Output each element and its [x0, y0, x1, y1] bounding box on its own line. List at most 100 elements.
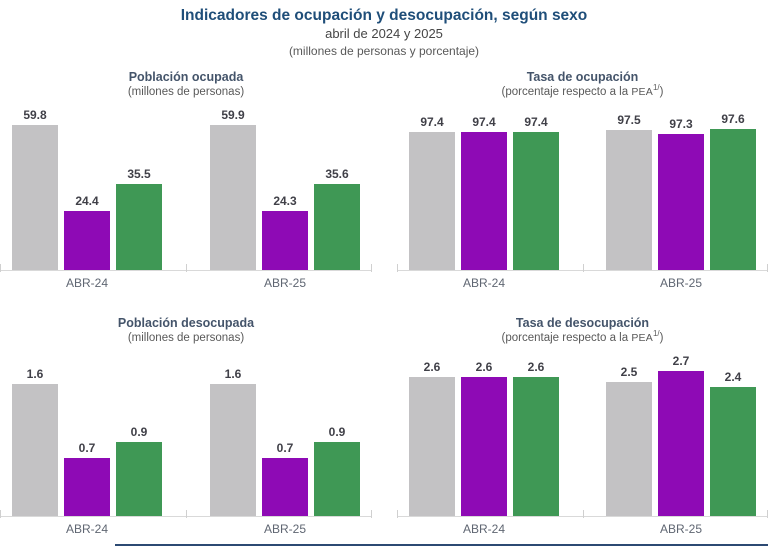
green-bar-abr-24 — [513, 376, 559, 516]
report-subtitle: abril de 2024 y 2025 — [325, 26, 443, 42]
purple-bar-abr-25 — [262, 210, 308, 270]
panel-head: Población desocupada (millones de person… — [0, 316, 372, 346]
panel-title: Población ocupada — [128, 69, 244, 84]
bar-value-label: 97.5 — [617, 112, 641, 127]
green-bar-abr-25 — [710, 386, 756, 516]
panel-subtitle: (millones de personas) — [0, 85, 372, 99]
bar-slot-gray-abr-24: 1.6 — [12, 367, 58, 516]
bar-value-label: 35.6 — [325, 166, 349, 181]
category-label-abr-24: ABR-24 — [65, 521, 109, 536]
panel-subtitle-text: (porcentaje respecto a la — [501, 332, 632, 345]
plot-area-poblacion-ocupada: 59.8 24.4 35.5 59.9 24.3 35.6 — [0, 104, 372, 272]
bar-slot-purple-abr-25: 97.3 — [658, 117, 704, 270]
green-bar-abr-24 — [116, 441, 162, 516]
panel-head: Población ocupada (millones de personas) — [0, 70, 372, 100]
purple-bar-abr-24 — [461, 131, 507, 270]
panel-subtitle: (porcentaje respecto a la PEA1/) — [397, 330, 768, 345]
bar-value-label: 2.7 — [672, 353, 690, 368]
bar-value-label: 24.4 — [75, 193, 99, 208]
bar-group-abr-24: 97.4 97.4 97.4 — [409, 115, 559, 270]
purple-bar-abr-25 — [658, 133, 704, 270]
footnote-marker: 1/ — [652, 83, 660, 93]
panel-title: Tasa de desocupación — [515, 315, 650, 330]
gray-bar-abr-25 — [210, 383, 256, 516]
category-axis-tasa-de-desocupacion: ABR-24 ABR-25 — [397, 517, 768, 544]
gray-bar-abr-25 — [606, 381, 652, 516]
panel-poblacion-desocupada: Población desocupada (millones de person… — [0, 316, 372, 544]
category-label-abr-24: ABR-24 — [462, 521, 506, 536]
plot-area-tasa-de-ocupacion: 97.4 97.4 97.4 97.5 97.3 97.6 — [397, 104, 768, 272]
purple-bar-abr-24 — [64, 210, 110, 270]
bar-slot-green-abr-24: 0.9 — [116, 425, 162, 516]
bar-slot-purple-abr-24: 2.6 — [461, 360, 507, 516]
bar-slot-gray-abr-25: 59.9 — [210, 108, 256, 270]
bar-value-label: 97.4 — [524, 114, 548, 129]
bar-slot-green-abr-25: 97.6 — [710, 112, 756, 270]
bar-slot-gray-abr-24: 97.4 — [409, 115, 455, 270]
bar-value-label: 0.9 — [328, 424, 346, 439]
category-label-abr-25: ABR-25 — [263, 521, 307, 536]
bar-slot-green-abr-24: 97.4 — [513, 115, 559, 270]
footer-divider-line — [115, 544, 768, 546]
axis-tick — [186, 509, 187, 518]
panel-title: Población desocupada — [117, 315, 255, 330]
bar-value-label: 24.3 — [273, 193, 297, 208]
category-axis-poblacion-ocupada: ABR-24 ABR-25 — [0, 271, 372, 298]
panel-head: Tasa de desocupación (porcentaje respect… — [397, 316, 768, 346]
category-label-abr-24: ABR-24 — [462, 275, 506, 290]
green-bar-abr-25 — [314, 441, 360, 516]
panel-poblacion-ocupada: Población ocupada (millones de personas)… — [0, 70, 372, 298]
plot-area-poblacion-desocupada: 1.6 0.7 0.9 1.6 0.7 0.9 — [0, 350, 372, 518]
gray-bar-abr-24 — [409, 376, 455, 516]
purple-bar-abr-24 — [64, 457, 110, 516]
purple-bar-abr-25 — [658, 370, 704, 516]
gray-bar-abr-24 — [409, 131, 455, 270]
bar-value-label: 97.6 — [721, 111, 745, 126]
bar-value-label: 1.6 — [224, 366, 242, 381]
panel-tasa-de-desocupacion: Tasa de desocupación (porcentaje respect… — [397, 316, 768, 544]
panel-tasa-de-ocupacion: Tasa de ocupación (porcentaje respecto a… — [397, 70, 768, 298]
bar-value-label: 97.3 — [669, 116, 693, 131]
bar-value-label: 97.4 — [420, 114, 444, 129]
bar-group-abr-25: 59.9 24.3 35.6 — [210, 108, 360, 270]
purple-bar-abr-25 — [262, 457, 308, 516]
bar-value-label: 59.9 — [221, 107, 245, 122]
bar-group-abr-25: 97.5 97.3 97.6 — [606, 112, 756, 270]
axis-tick — [0, 263, 1, 272]
axis-tick — [397, 509, 398, 518]
axis-tick — [186, 263, 187, 272]
bar-value-label: 2.6 — [423, 359, 441, 374]
category-label-abr-25: ABR-25 — [659, 275, 703, 290]
plot-area-tasa-de-desocupacion: 2.6 2.6 2.6 2.5 2.7 2.4 — [397, 350, 768, 518]
category-label-abr-24: ABR-24 — [65, 275, 109, 290]
bar-slot-purple-abr-24: 0.7 — [64, 441, 110, 516]
axis-tick — [582, 509, 584, 518]
bar-slot-gray-abr-25: 2.5 — [606, 365, 652, 516]
green-bar-abr-24 — [116, 183, 162, 270]
bar-value-label: 97.4 — [472, 114, 496, 129]
bar-slot-green-abr-25: 35.6 — [314, 167, 360, 270]
bar-slot-green-abr-25: 2.4 — [710, 370, 756, 516]
bar-group-abr-25: 2.5 2.7 2.4 — [606, 354, 756, 516]
pea-abbrev: PEA — [631, 332, 653, 345]
category-label-abr-25: ABR-25 — [659, 521, 703, 536]
panel-subtitle: (millones de personas) — [0, 331, 372, 345]
panel-subtitle-text: (porcentaje respecto a la — [501, 86, 632, 99]
bar-slot-gray-abr-25: 97.5 — [606, 113, 652, 270]
bar-slot-purple-abr-25: 24.3 — [262, 194, 308, 270]
bar-value-label: 1.6 — [26, 366, 44, 381]
purple-bar-abr-24 — [461, 376, 507, 516]
panel-subtitle: (porcentaje respecto a la PEA1/) — [397, 83, 768, 99]
axis-tick — [582, 263, 584, 272]
bar-value-label: 2.4 — [724, 369, 742, 384]
gray-bar-abr-25 — [210, 124, 256, 270]
axis-tick — [371, 509, 372, 518]
axis-tick — [371, 263, 372, 272]
panel-subtitle-close: ) — [659, 86, 664, 99]
panel-head: Tasa de ocupación (porcentaje respecto a… — [397, 70, 768, 100]
green-bar-abr-24 — [513, 131, 559, 270]
category-axis-tasa-de-ocupacion: ABR-24 ABR-25 — [397, 271, 768, 298]
bar-slot-gray-abr-24: 2.6 — [409, 360, 455, 516]
bar-slot-purple-abr-25: 2.7 — [658, 354, 704, 516]
bar-group-abr-24: 59.8 24.4 35.5 — [12, 108, 162, 270]
